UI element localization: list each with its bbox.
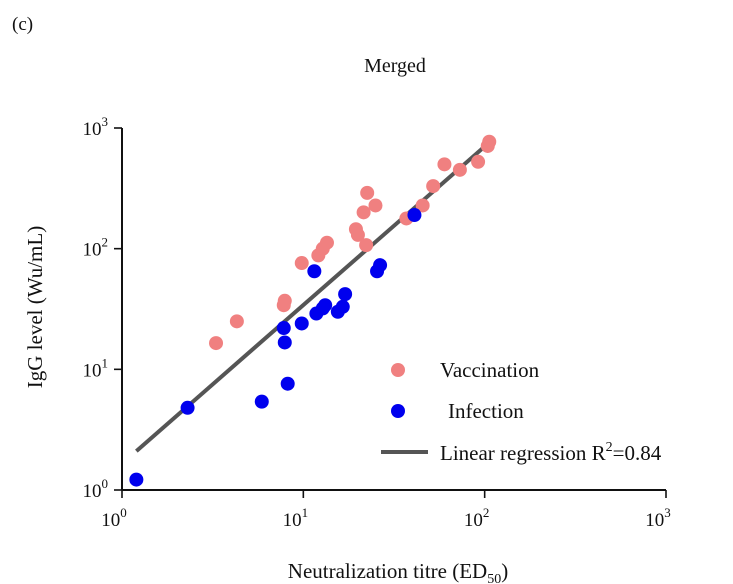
- point-infection: [277, 335, 292, 350]
- legend-label-vaccination: Vaccination: [440, 358, 540, 382]
- x-tick-base: 10: [645, 510, 664, 531]
- chart-title: Merged: [364, 55, 426, 77]
- point-vaccination: [452, 162, 467, 177]
- point-infection: [307, 264, 322, 279]
- legend-label-regression: Linear regression R2=0.84: [440, 440, 662, 465]
- point-vaccination: [437, 157, 452, 172]
- y-axis-label: IgG level (Wu/mL): [23, 226, 47, 388]
- point-vaccination: [482, 134, 497, 149]
- legend-label-regression-sup: 2: [606, 440, 613, 455]
- x-axis-label-tail: ): [501, 559, 508, 583]
- x-tick-base: 10: [464, 510, 483, 531]
- y-tick-label: 102: [83, 235, 109, 261]
- points-layer: [129, 134, 497, 487]
- panel-label: (c): [12, 14, 33, 35]
- point-infection: [407, 208, 422, 223]
- legend-marker-vaccination: [391, 363, 405, 377]
- point-infection: [338, 287, 353, 302]
- y-tick-exp: 2: [102, 235, 109, 250]
- y-tick-exp: 0: [102, 476, 109, 491]
- point-infection: [254, 394, 269, 409]
- x-tick-label: 102: [464, 505, 490, 531]
- y-tick-label: 101: [83, 355, 109, 381]
- point-infection: [373, 258, 388, 273]
- legend: Vaccination Infection Linear regression …: [381, 358, 662, 465]
- y-tick-base: 10: [83, 481, 102, 502]
- point-infection: [129, 472, 144, 487]
- point-vaccination: [356, 205, 371, 220]
- point-infection: [318, 298, 333, 313]
- x-tick-exp: 0: [120, 505, 127, 520]
- point-infection: [276, 321, 291, 336]
- legend-label-infection: Infection: [448, 399, 524, 423]
- point-vaccination: [229, 314, 244, 329]
- legend-label-regression-tail: =0.84: [613, 441, 662, 465]
- x-axis-ticks: 100 101 102 103: [101, 490, 671, 531]
- point-infection: [280, 376, 295, 391]
- point-vaccination: [359, 238, 374, 253]
- point-vaccination: [368, 198, 383, 213]
- y-tick-label: 103: [83, 114, 109, 140]
- axes: [121, 128, 666, 491]
- point-vaccination: [426, 179, 441, 194]
- x-axis-label: Neutralization titre (ED50): [288, 559, 508, 584]
- x-tick-label: 103: [645, 505, 671, 531]
- point-vaccination: [209, 336, 224, 351]
- y-tick-exp: 3: [102, 114, 109, 129]
- regression-line: [135, 141, 490, 453]
- point-infection: [294, 316, 309, 331]
- x-tick-exp: 1: [302, 505, 309, 520]
- regression-layer: [135, 141, 490, 453]
- y-tick-base: 10: [83, 119, 102, 140]
- point-infection: [180, 400, 195, 415]
- x-axis-label-sub: 50: [487, 572, 501, 584]
- x-tick-label: 101: [283, 505, 309, 531]
- point-vaccination: [277, 293, 292, 308]
- x-tick-base: 10: [283, 510, 302, 531]
- point-vaccination: [471, 154, 486, 169]
- legend-label-regression-main: Linear regression R: [440, 441, 606, 465]
- x-tick-exp: 3: [664, 505, 671, 520]
- x-tick-exp: 2: [483, 505, 490, 520]
- y-tick-exp: 1: [102, 355, 109, 370]
- point-vaccination: [319, 235, 334, 250]
- point-vaccination: [350, 227, 365, 242]
- y-tick-label: 100: [83, 476, 109, 502]
- point-vaccination: [294, 256, 309, 271]
- x-axis-label-main: Neutralization titre (ED: [288, 559, 487, 583]
- y-tick-base: 10: [83, 240, 102, 261]
- point-vaccination: [360, 185, 375, 200]
- point-vaccination: [415, 198, 430, 213]
- legend-marker-infection: [391, 404, 405, 418]
- x-tick-base: 10: [101, 510, 120, 531]
- point-infection: [335, 299, 350, 314]
- x-tick-label: 100: [101, 505, 127, 531]
- y-tick-base: 10: [83, 360, 102, 381]
